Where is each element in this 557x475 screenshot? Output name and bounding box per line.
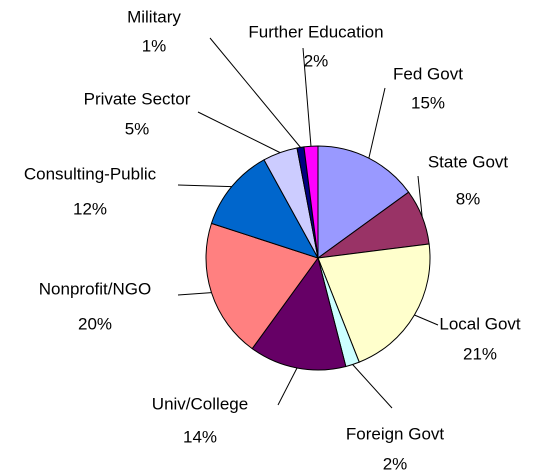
slice-label: Private Sector	[84, 89, 191, 108]
leader-line	[177, 184, 232, 188]
leader-line	[209, 37, 301, 148]
slice-value-label: 2%	[304, 51, 329, 70]
leader-line	[277, 367, 298, 406]
slice-value-label: 20%	[78, 314, 112, 333]
slice-value-label: 8%	[456, 189, 481, 208]
leader-line	[414, 314, 439, 326]
leader-line	[302, 47, 312, 147]
leader-line	[352, 364, 393, 409]
slice-value-label: 21%	[463, 344, 497, 363]
leader-line	[197, 111, 281, 154]
slice-label: State Govt	[428, 152, 509, 171]
slice-value-label: 1%	[142, 36, 167, 55]
leader-line	[417, 175, 423, 217]
pie-slice	[251, 256, 347, 371]
slice-label: Consulting-Public	[24, 164, 157, 183]
slice-value-label: 2%	[383, 454, 408, 473]
slice-value-label: 5%	[125, 119, 150, 138]
pie-slice	[205, 222, 319, 350]
leader-line	[368, 87, 386, 159]
slice-label: Univ/College	[152, 394, 248, 413]
leader-line	[177, 292, 212, 296]
slice-label: Local Govt	[439, 314, 521, 333]
slice-label: Nonprofit/NGO	[39, 279, 151, 298]
slice-label: Foreign Govt	[346, 424, 445, 443]
pie-slice	[317, 243, 431, 363]
pie-slice	[210, 159, 320, 259]
slice-label: Fed Govt	[393, 64, 463, 83]
slice-value-label: 12%	[73, 199, 107, 218]
slice-label: Further Education	[248, 22, 383, 41]
slice-label: Military	[127, 7, 181, 26]
slice-value-label: 14%	[183, 427, 217, 446]
slice-value-label: 15%	[411, 93, 445, 112]
